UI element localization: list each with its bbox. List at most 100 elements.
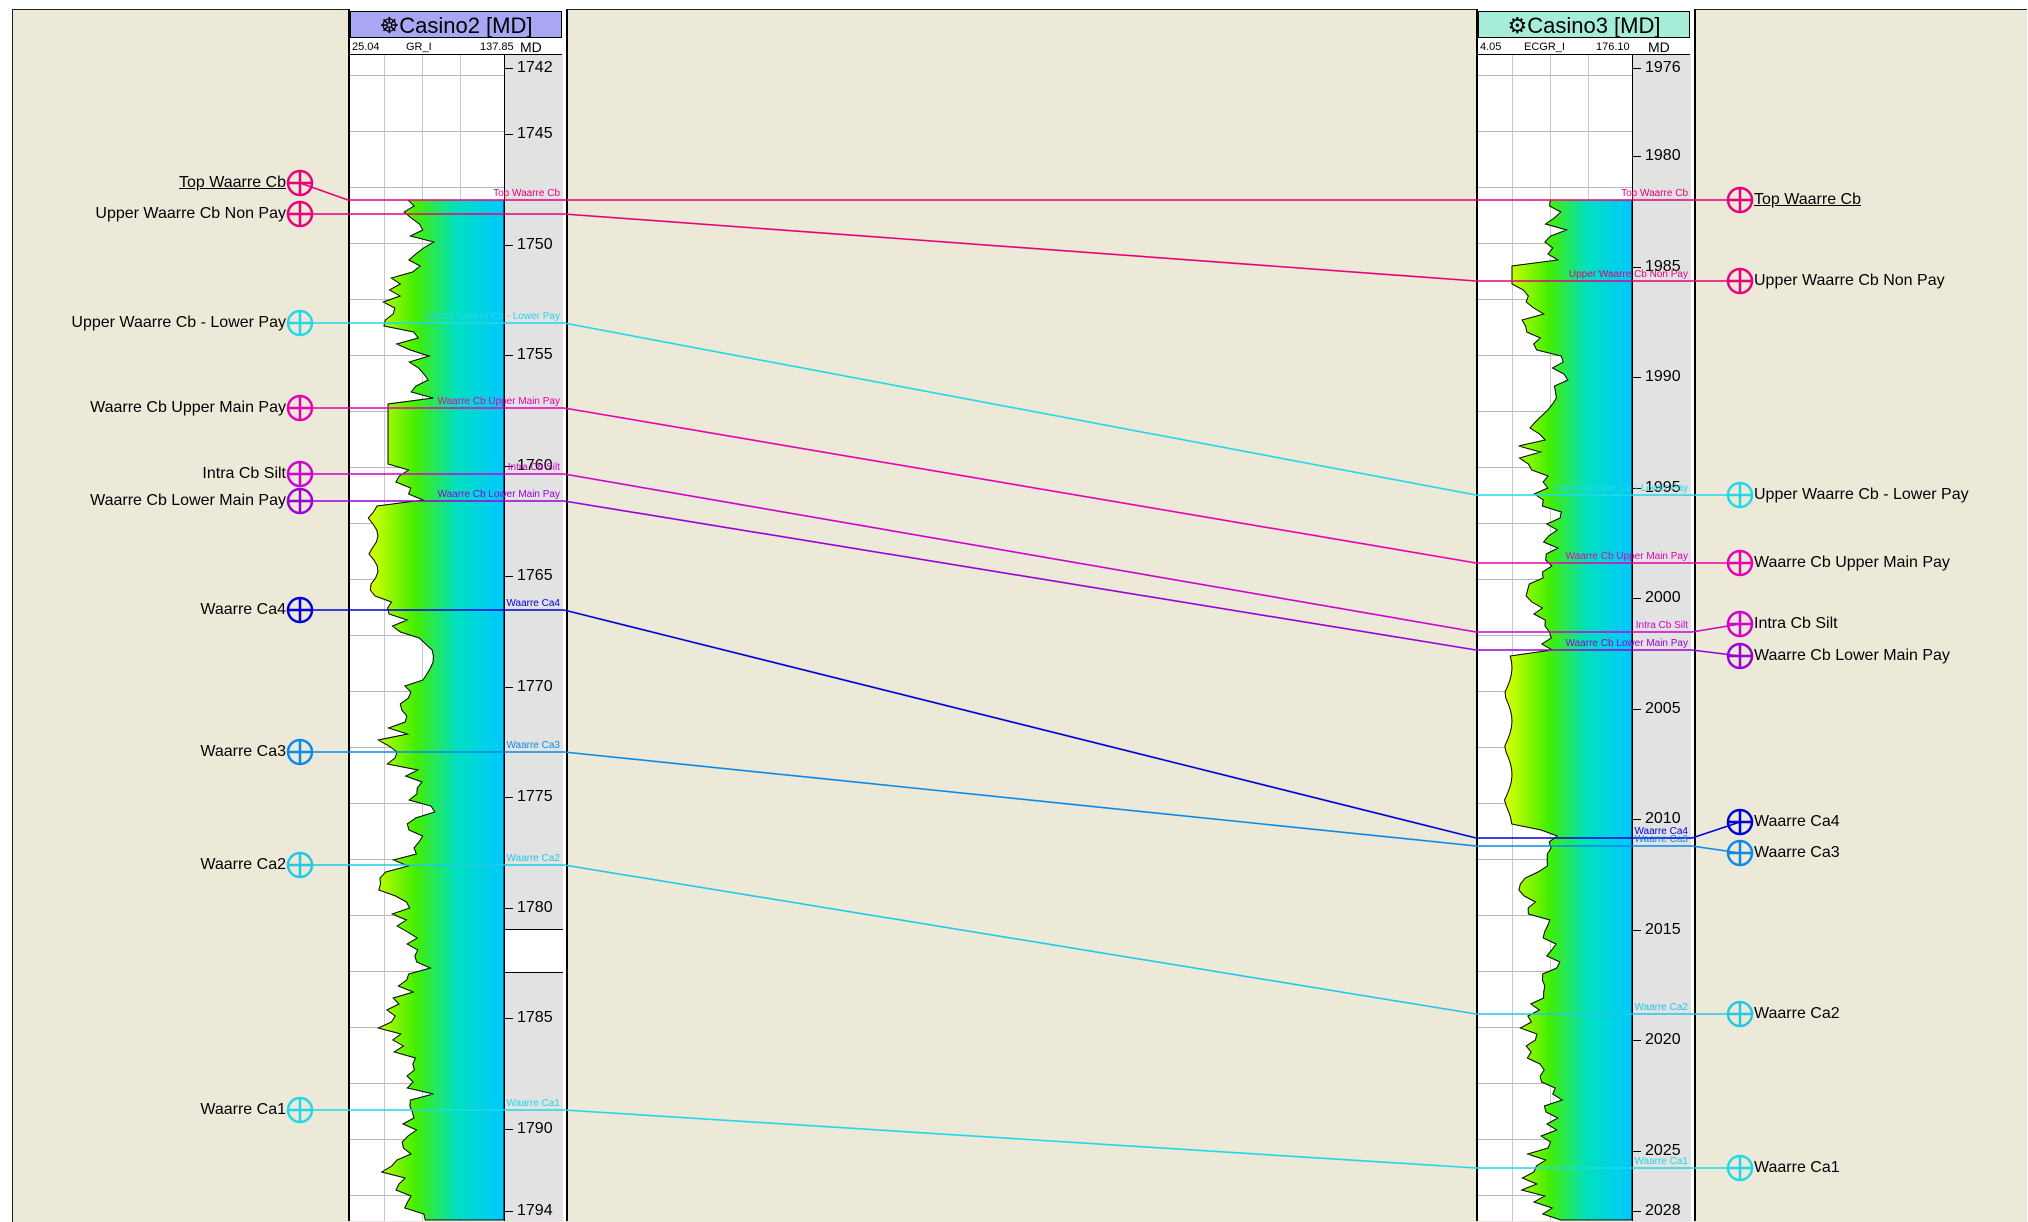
- log-grid-line: [1478, 131, 1632, 132]
- horizon-marker-icon[interactable]: [286, 200, 314, 228]
- gamma-ray-log-casino3[interactable]: [1478, 55, 1632, 1221]
- horizon-label-right[interactable]: Top Waarre Cb: [1754, 191, 1861, 208]
- track-horizon-label: Upper Waarre Cb - Lower Pay: [426, 311, 560, 322]
- depth-tick-label: 1750: [517, 236, 553, 253]
- horizon-label-left[interactable]: Waarre Ca2: [200, 856, 286, 873]
- horizon-marker-icon[interactable]: [286, 394, 314, 422]
- track-horizon-label: Upper Waarre Cb Non Pay: [1569, 269, 1688, 280]
- horizon-label-left[interactable]: Upper Waarre Cb - Lower Pay: [71, 314, 286, 331]
- correlation-line[interactable]: [563, 500, 1477, 651]
- horizon-marker-icon[interactable]: [1726, 481, 1754, 509]
- track-horizon-label: Upper Waarre Cb - Lower Pay: [1554, 483, 1688, 494]
- depth-tick-label: 1790: [517, 1120, 553, 1137]
- depth-tick-label: 1985: [1645, 258, 1681, 275]
- depth-tick: [505, 1129, 513, 1130]
- horizon-marker-icon[interactable]: [1726, 1000, 1754, 1028]
- horizon-label-right[interactable]: Waarre Ca4: [1754, 813, 1840, 830]
- horizon-marker-icon[interactable]: [1726, 549, 1754, 577]
- horizon-label-left[interactable]: Waarre Cb Lower Main Pay: [90, 492, 286, 509]
- depth-tick: [1633, 1040, 1641, 1041]
- track-horizon-label: Waarre Cb Lower Main Pay: [1566, 638, 1688, 649]
- correlation-line[interactable]: [563, 213, 1477, 282]
- well-symbol-icon: ☸: [379, 13, 400, 38]
- depth-tick-label: 1976: [1645, 59, 1681, 76]
- horizon-marker-icon[interactable]: [286, 596, 314, 624]
- depth-tick-label: 2015: [1645, 921, 1681, 938]
- horizon-marker-icon[interactable]: [286, 169, 314, 197]
- track-horizon-label: Waarre Ca3: [506, 740, 560, 751]
- track-horizon-label: Waarre Ca1: [506, 1098, 560, 1109]
- depth-tick-label: 1794: [517, 1202, 553, 1219]
- depth-tick: [1633, 267, 1641, 268]
- log-grid-line: [1478, 187, 1632, 188]
- log-grid-line: [384, 55, 385, 1221]
- horizon-marker-icon[interactable]: [286, 1096, 314, 1124]
- correlation-line[interactable]: [563, 1109, 1477, 1169]
- depth-tick: [1633, 1151, 1641, 1152]
- track-horizon-label: Waarre Cb Upper Main Pay: [438, 396, 560, 407]
- horizon-marker-icon[interactable]: [1726, 808, 1754, 836]
- depth-tick-label: 1745: [517, 125, 553, 142]
- depth-tick: [1633, 156, 1641, 157]
- horizon-label-right[interactable]: Waarre Cb Lower Main Pay: [1754, 647, 1950, 664]
- correlation-line[interactable]: [563, 473, 1477, 633]
- horizon-label-right[interactable]: Upper Waarre Cb - Lower Pay: [1754, 486, 1969, 503]
- depth-tick: [505, 466, 513, 467]
- horizon-label-right[interactable]: Upper Waarre Cb Non Pay: [1754, 272, 1945, 289]
- depth-tick: [1633, 1211, 1641, 1212]
- horizon-marker-icon[interactable]: [286, 487, 314, 515]
- horizon-label-left[interactable]: Waarre Cb Upper Main Pay: [90, 399, 286, 416]
- horizon-tie-left[interactable]: [299, 182, 349, 201]
- correlation-line[interactable]: [563, 407, 1477, 564]
- depth-tick-label: 2005: [1645, 700, 1681, 717]
- horizon-marker-icon[interactable]: [1726, 186, 1754, 214]
- depth-tick-label: 1775: [517, 788, 553, 805]
- track-horizon-label: Waarre Cb Upper Main Pay: [1566, 551, 1688, 562]
- horizon-label-left[interactable]: Waarre Ca4: [200, 601, 286, 618]
- horizon-tie-right[interactable]: [1691, 821, 1741, 839]
- gear-well-icon: ⚙: [1507, 13, 1528, 38]
- correlation-line[interactable]: [563, 751, 1477, 847]
- horizon-marker-icon[interactable]: [286, 851, 314, 879]
- horizon-label-right[interactable]: Waarre Cb Upper Main Pay: [1754, 554, 1950, 571]
- well-header-casino3[interactable]: ⚙Casino3 [MD]: [1478, 11, 1690, 38]
- log-curve-fill: [1503, 199, 1632, 1221]
- horizon-label-right[interactable]: Waarre Ca3: [1754, 844, 1840, 861]
- depth-tick: [505, 1211, 513, 1212]
- depth-tick-label: 1770: [517, 678, 553, 695]
- depth-tick: [505, 576, 513, 577]
- horizon-label-left[interactable]: Waarre Ca3: [200, 743, 286, 760]
- horizon-label-right[interactable]: Waarre Ca2: [1754, 1005, 1840, 1022]
- depth-tick: [505, 355, 513, 356]
- correlation-line[interactable]: [563, 322, 1477, 496]
- depth-tick: [505, 1018, 513, 1019]
- horizon-label-left[interactable]: Waarre Ca1: [200, 1101, 286, 1118]
- depth-tick-label: 1780: [517, 899, 553, 916]
- horizon-marker-icon[interactable]: [286, 738, 314, 766]
- well-track-casino2[interactable]: ☸Casino2 [MD] 25.04 GR_I 137.85 MD 1742 1…: [348, 9, 568, 1221]
- depth-tick: [1633, 709, 1641, 710]
- horizon-marker-icon[interactable]: [1726, 267, 1754, 295]
- horizon-label-right[interactable]: Waarre Ca1: [1754, 1159, 1840, 1176]
- depth-tick-label: 1760: [517, 457, 553, 474]
- horizon-marker-icon[interactable]: [1726, 642, 1754, 670]
- horizon-label-right[interactable]: Intra Cb Silt: [1754, 615, 1838, 632]
- log-name: GR_I: [406, 41, 432, 53]
- horizon-label-left[interactable]: Intra Cb Silt: [202, 465, 286, 482]
- depth-tick: [505, 687, 513, 688]
- gamma-ray-log-casino2[interactable]: [350, 55, 504, 1221]
- horizon-marker-icon[interactable]: [286, 309, 314, 337]
- horizon-marker-icon[interactable]: [286, 460, 314, 488]
- well-track-casino3[interactable]: ⚙Casino3 [MD] 4.05 ECGR_I 176.10 MD 1976…: [1476, 9, 1696, 1221]
- horizon-label-left[interactable]: Top Waarre Cb: [179, 174, 286, 191]
- horizon-marker-icon[interactable]: [1726, 1154, 1754, 1182]
- well-header-casino2[interactable]: ☸Casino2 [MD]: [350, 11, 562, 38]
- correlation-line[interactable]: [563, 609, 1477, 839]
- horizon-label-left[interactable]: Upper Waarre Cb Non Pay: [95, 205, 286, 222]
- correlation-line[interactable]: [563, 864, 1477, 1015]
- depth-tick: [1633, 819, 1641, 820]
- horizon-marker-icon[interactable]: [1726, 839, 1754, 867]
- horizon-tie-right[interactable]: [1691, 623, 1741, 633]
- log-max: 137.85: [480, 41, 514, 53]
- horizon-marker-icon[interactable]: [1726, 610, 1754, 638]
